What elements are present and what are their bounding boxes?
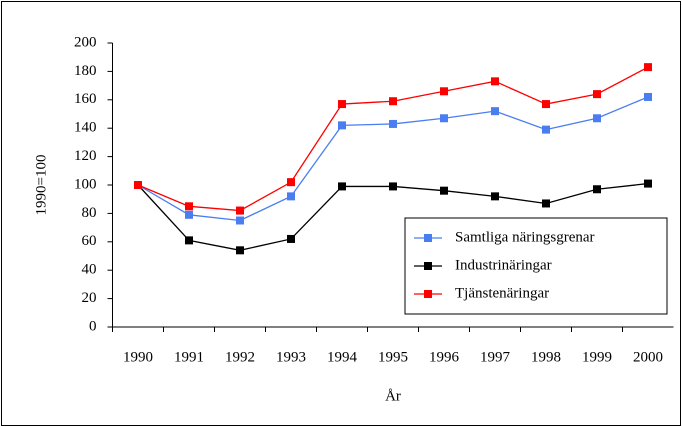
data-point — [236, 206, 244, 215]
x-tick-label: 1991 — [174, 349, 204, 365]
data-point — [287, 178, 295, 187]
data-point — [644, 179, 652, 188]
x-tick-label: 1990 — [123, 349, 153, 365]
legend-marker — [424, 234, 432, 242]
data-point — [236, 246, 244, 255]
y-tick-label: 60 — [82, 233, 97, 249]
y-tick-label: 100 — [74, 176, 97, 192]
data-point — [491, 107, 499, 116]
data-point — [236, 216, 244, 225]
data-point — [644, 63, 652, 72]
data-point — [542, 199, 550, 208]
data-point — [338, 100, 346, 109]
x-tick-label: 1997 — [480, 349, 511, 365]
legend-box — [404, 217, 668, 315]
data-point — [185, 202, 193, 211]
legend-label: Samtliga näringsgrenar — [455, 229, 595, 245]
x-tick-label: 2000 — [633, 349, 663, 365]
x-tick-label: 1993 — [276, 349, 306, 365]
y-tick-label: 40 — [82, 262, 97, 278]
x-tick-label: 1995 — [378, 349, 408, 365]
data-point — [440, 114, 448, 123]
data-point — [389, 97, 397, 106]
data-point — [389, 182, 397, 191]
data-point — [542, 125, 550, 134]
y-tick-label: 200 — [74, 34, 97, 50]
y-tick-label: 120 — [74, 148, 97, 164]
x-axis-label: År — [385, 388, 401, 404]
data-point — [287, 234, 295, 243]
y-tick-label: 20 — [82, 290, 97, 306]
data-point — [134, 181, 142, 189]
data-point — [491, 192, 499, 201]
data-point — [440, 87, 448, 96]
y-tick-label: 160 — [74, 91, 97, 107]
data-point — [491, 77, 499, 86]
x-tick-label: 1999 — [582, 349, 612, 365]
data-point — [185, 210, 193, 219]
data-point — [389, 119, 397, 128]
data-point — [338, 182, 346, 191]
x-tick-label: 1996 — [429, 349, 460, 365]
legend-label: Tjänstenäringar — [455, 285, 549, 301]
data-point — [593, 185, 601, 194]
legend-marker — [424, 262, 432, 270]
data-point — [287, 192, 295, 201]
y-axis-label: 1990=100 — [33, 155, 49, 216]
y-tick-label: 180 — [74, 63, 97, 79]
data-point — [644, 92, 652, 101]
data-point — [338, 121, 346, 130]
data-point — [542, 100, 550, 109]
x-tick-label: 1992 — [225, 349, 255, 365]
y-tick-label: 80 — [82, 205, 97, 221]
x-tick-label: 1998 — [531, 349, 561, 365]
data-point — [593, 90, 601, 99]
data-point — [593, 114, 601, 123]
data-point — [440, 186, 448, 195]
y-tick-label: 140 — [74, 120, 97, 136]
x-tick-label: 1994 — [327, 349, 358, 365]
legend-label: Industrinäringar — [455, 257, 552, 273]
data-point — [185, 236, 193, 245]
legend-marker — [424, 290, 432, 298]
y-tick-label: 0 — [89, 318, 97, 334]
